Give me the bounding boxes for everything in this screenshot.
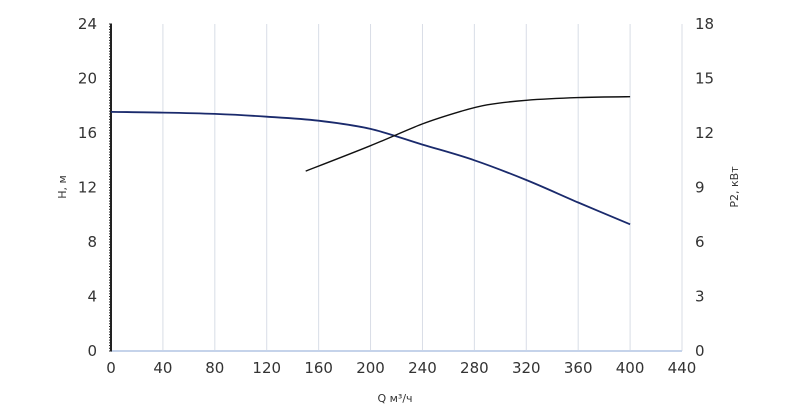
head-curve-line	[110, 111, 631, 226]
left-y-tick-label-24: 24	[78, 15, 97, 33]
left-y-tick-label-20: 20	[78, 70, 97, 88]
right-y-tick-label-9: 9	[695, 179, 705, 197]
series-layer	[110, 96, 631, 226]
left-y-tick-label-0: 0	[87, 342, 97, 360]
right-y-axis-title: P2, кВт	[728, 166, 741, 208]
x-tick-label-80: 80	[205, 359, 224, 377]
x-tick-label-320: 320	[512, 359, 541, 377]
x-tick-label-0: 0	[106, 359, 116, 377]
left-y-tick-label-8: 8	[87, 233, 97, 251]
left-y-tick-label-12: 12	[78, 179, 97, 197]
axes-layer	[110, 24, 682, 352]
grid-layer	[162, 24, 683, 351]
right-y-tick-label-3: 3	[695, 288, 705, 306]
x-tick-label-400: 400	[616, 359, 645, 377]
x-tick-label-240: 240	[408, 359, 437, 377]
x-tick-label-160: 160	[304, 359, 333, 377]
left-y-tick-label-4: 4	[87, 288, 97, 306]
power-curve-line	[305, 96, 631, 172]
x-tick-label-200: 200	[356, 359, 385, 377]
left-y-tick-label-16: 16	[78, 124, 97, 142]
right-y-tick-label-18: 18	[695, 15, 714, 33]
x-tick-label-120: 120	[252, 359, 281, 377]
right-y-tick-label-6: 6	[695, 233, 705, 251]
ticks-layer: 0 40 80 120 160 200 240 280 320 360 400 44004812162…	[78, 15, 714, 377]
x-tick-label-40: 40	[153, 359, 172, 377]
right-y-tick-label-15: 15	[695, 70, 714, 88]
x-tick-label-440: 440	[668, 359, 697, 377]
left-y-axis-title: H, м	[56, 175, 69, 199]
x-axis-title: Q м³/ч	[377, 392, 412, 405]
x-tick-label-280: 280	[460, 359, 489, 377]
right-y-tick-label-12: 12	[695, 124, 714, 142]
x-tick-label-360: 360	[564, 359, 593, 377]
right-y-tick-label-0: 0	[695, 342, 705, 360]
